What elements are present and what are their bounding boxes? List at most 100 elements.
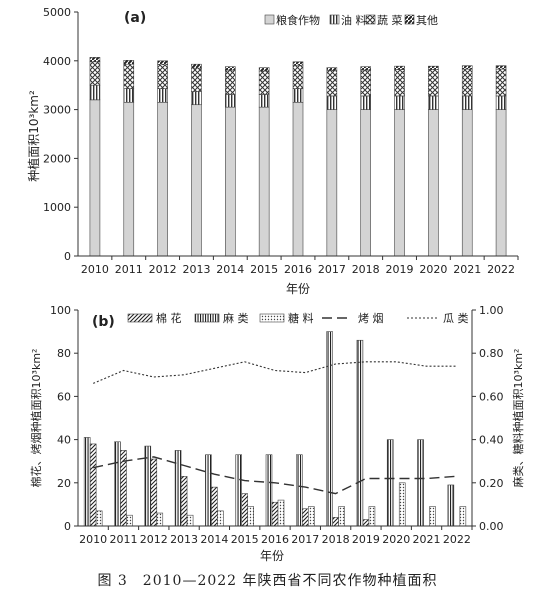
chart-a-bar-segment [394, 69, 405, 97]
chart-a-legend-swatch [365, 14, 376, 25]
chart-b-legend-label: 棉 花 [156, 311, 182, 325]
chart-a-legend-swatch [329, 14, 340, 25]
chart-a-x-tick-label: 2015 [250, 263, 278, 276]
chart-b-bar [417, 439, 424, 527]
chart-b-bar [296, 454, 303, 527]
chart-b-x-tick-label: 2020 [382, 533, 410, 546]
chart-b-legend-swatch [194, 313, 220, 323]
chart-b-x-tick-label: 2017 [291, 533, 319, 546]
chart-a-legend-label: 粮食作物 [276, 13, 320, 27]
chart-b-y-right-tick-label: 0.00 [479, 520, 504, 533]
chart-b-x-tick-label: 2021 [413, 533, 441, 546]
chart-a-bar-segment [89, 99, 101, 257]
chart-b-y-left-tick-label: 80 [57, 347, 71, 360]
chart-a-y-tick-label: 0 [64, 250, 71, 263]
chart-a-x-axis-label: 年份 [286, 282, 310, 296]
chart-b-y-right-tick-label: 0.20 [479, 477, 504, 490]
chart-a-bar-segment [461, 95, 473, 110]
chart-b-bar [368, 506, 376, 527]
chart-b-bar [156, 512, 164, 527]
chart-a-bar-segment [123, 101, 135, 257]
chart-a-bar-segment [326, 70, 338, 97]
chart-a-bar-segment [326, 109, 338, 257]
chart-a-legend-label: 油 料 [341, 13, 367, 27]
chart-a-bar-segment [428, 65, 439, 70]
chart-b-y-axis-left-label: 棉花、烤烟种植面积10³km² [29, 349, 43, 488]
chart-b-legend-label: 瓜 类 [443, 311, 469, 325]
chart-a-bar-segment [461, 68, 473, 97]
chart-a-bar-segment [191, 63, 202, 69]
chart-b-x-tick-label: 2018 [322, 533, 350, 546]
chart-b-bar [89, 443, 97, 527]
chart-a-bar-segment [428, 95, 439, 110]
chart-a-y-tick-label: 2000 [43, 152, 71, 165]
chart-a-bar-segment [326, 67, 338, 71]
chart-b-bar [459, 506, 467, 527]
chart-b-y-left-tick-label: 0 [64, 520, 71, 533]
chart-a-bar-segment [461, 65, 473, 70]
chart-b-legend-label: 糖 料 [288, 311, 314, 325]
chart-b-x-tick-label: 2013 [170, 533, 198, 546]
chart-a: 0 1000 2000 3000 4000 5000 2010 2011 2012 2013 201… [26, 6, 519, 296]
figure-caption: 图 3 2010—2022 年陕西省不同农作物种植面积 [97, 573, 438, 589]
chart-b-y-left-tick-label: 40 [57, 434, 71, 447]
chart-a-bar-segment [157, 60, 168, 66]
chart-a-legend: 粮食作物 油 料蔬 菜其他 [264, 13, 438, 27]
chart-a-bar-segment [157, 64, 168, 89]
chart-a-bar-segment [394, 95, 405, 110]
chart-a-x-tick-label: 2021 [453, 263, 481, 276]
chart-b-x-tick-label: 2010 [79, 533, 107, 546]
chart-b-bar [126, 514, 133, 527]
chart-b: 0 20 40 60 80 100 0.00 0.20 0.40 0.60 0.80 1.00 2010… [29, 304, 525, 563]
chart-b-legend-label: 烤 烟 [358, 311, 384, 325]
chart-b-y-axis-right-label: 麻类、糖料种植面积10³km² [511, 349, 525, 488]
chart-a-bar-segment [428, 69, 439, 97]
chart-a-bar-segment [292, 61, 304, 66]
chart-a-bars [89, 57, 507, 257]
chart-a-x-tick-label: 2019 [386, 263, 414, 276]
chart-a-bar-segment [191, 104, 202, 257]
chart-b-x-tick-label: 2019 [352, 533, 380, 546]
chart-a-x-tick-label: 2012 [149, 263, 177, 276]
chart-b-bar [174, 450, 182, 527]
chart-a-bar-segment [191, 67, 202, 92]
chart-a-bar-segment [225, 66, 236, 71]
chart-a-x-tick-label: 2013 [182, 263, 210, 276]
chart-a-bar-segment [292, 88, 304, 103]
chart-b-legend-swatch [259, 313, 285, 323]
chart-a-bar-segment [258, 94, 270, 108]
chart-a-bar-segment [225, 69, 236, 95]
chart-b-bar [302, 508, 309, 527]
chart-a-bar-segment [123, 88, 135, 103]
chart-a-legend-label: 蔬 菜 [377, 14, 403, 27]
chart-b-y-left-tick-label: 60 [57, 390, 71, 403]
chart-b-bar [362, 519, 370, 527]
chart-b-bar [338, 506, 345, 527]
chart-b-bar [95, 510, 103, 527]
chart-b-bars [83, 331, 467, 527]
chart-b-bar [211, 486, 218, 527]
chart-a-legend-label: 其他 [416, 14, 438, 27]
chart-a-x-tick-label: 2020 [419, 263, 447, 276]
chart-a-bar-segment [225, 106, 236, 257]
chart-a-bar-segment [495, 109, 507, 257]
chart-a-bar-segment [394, 65, 405, 70]
chart-b-bar [429, 506, 436, 527]
chart-a-bar-segment [258, 106, 270, 257]
chart-a-bar-segment [191, 91, 202, 106]
chart-b-bar [247, 506, 254, 527]
chart-b-y-right-tick-label: 1.00 [479, 304, 504, 317]
chart-b-bar [386, 439, 394, 527]
chart-a-bar-segment [157, 88, 168, 103]
chart-a-bar-segment [360, 69, 371, 97]
chart-b-x-tick-label: 2015 [231, 533, 259, 546]
chart-a-x-tick-label: 2017 [318, 263, 346, 276]
chart-b-bar [180, 476, 188, 527]
chart-b-legend-label: 麻 类 [223, 311, 249, 325]
chart-b-x-axis-label: 年份 [260, 549, 284, 563]
chart-b-bar [398, 482, 406, 527]
chart-b-bar [271, 501, 279, 527]
chart-a-bar-segment [394, 109, 405, 257]
chart-a-y-tick-label: 3000 [43, 104, 71, 117]
